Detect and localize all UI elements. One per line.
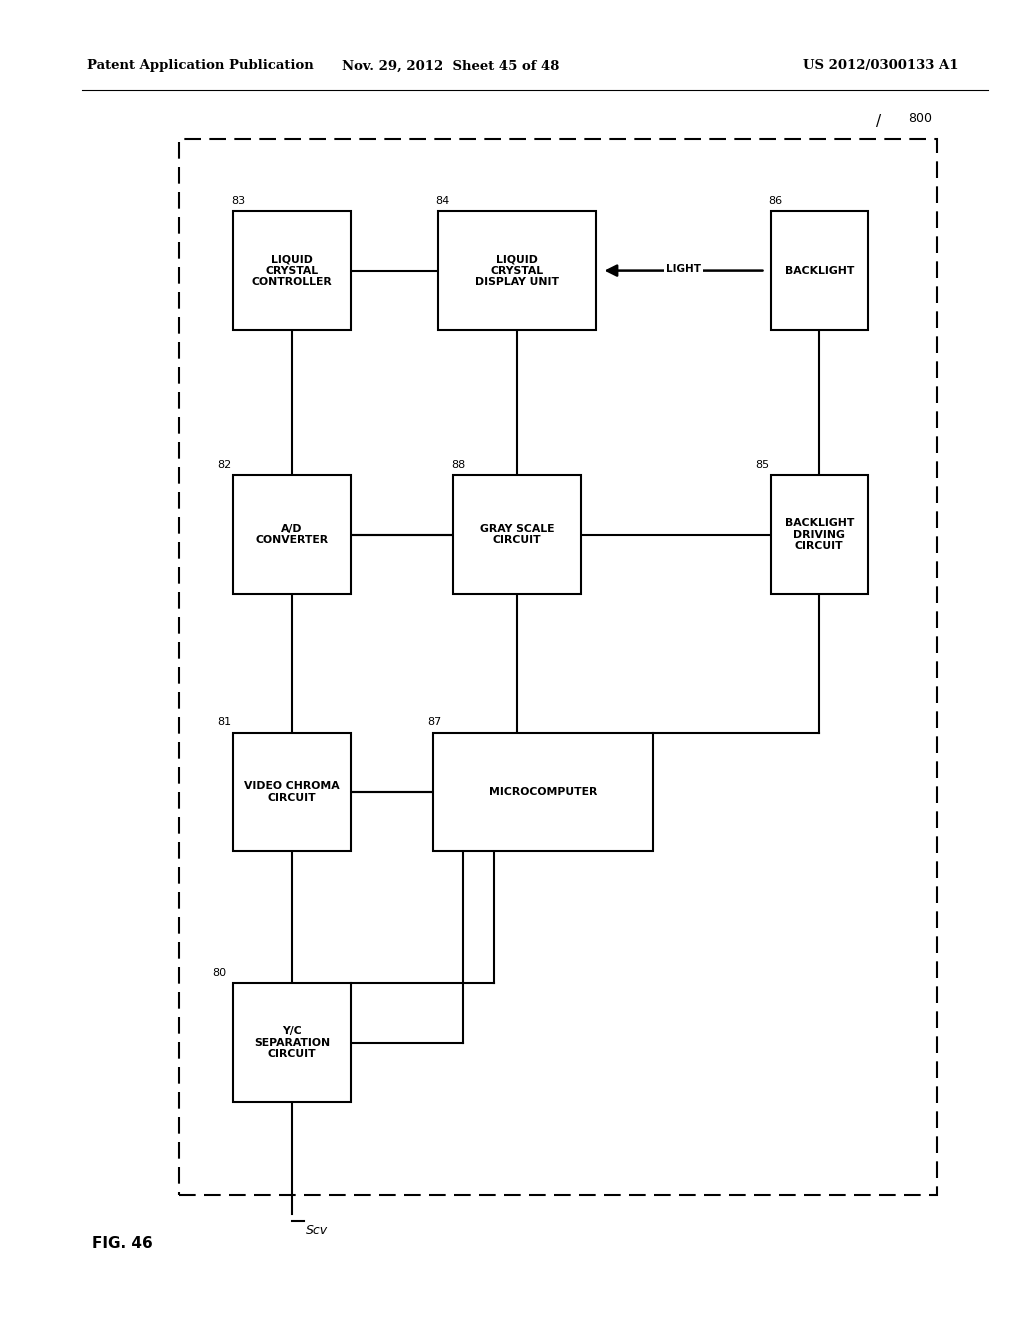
Text: MICROCOMPUTER: MICROCOMPUTER (488, 787, 597, 797)
Bar (232, 211, 350, 330)
Bar (232, 475, 350, 594)
Bar (771, 475, 868, 594)
Text: 85: 85 (756, 459, 769, 470)
Text: Y/C
SEPARATION
CIRCUIT: Y/C SEPARATION CIRCUIT (254, 1026, 330, 1060)
Text: Scv: Scv (306, 1224, 329, 1237)
Text: 88: 88 (451, 459, 465, 470)
Text: Nov. 29, 2012  Sheet 45 of 48: Nov. 29, 2012 Sheet 45 of 48 (342, 59, 559, 73)
Text: LIQUID
CRYSTAL
CONTROLLER: LIQUID CRYSTAL CONTROLLER (252, 253, 332, 288)
Text: BACKLIGHT: BACKLIGHT (784, 265, 854, 276)
Text: VIDEO CHROMA
CIRCUIT: VIDEO CHROMA CIRCUIT (244, 781, 340, 803)
Text: /: / (876, 115, 881, 129)
Text: 83: 83 (230, 195, 245, 206)
Text: US 2012/0300133 A1: US 2012/0300133 A1 (803, 59, 958, 73)
Text: 80: 80 (213, 968, 226, 978)
Bar (179, 139, 937, 1195)
Bar (433, 733, 653, 851)
Text: 800: 800 (908, 112, 932, 125)
Text: A/D
CONVERTER: A/D CONVERTER (255, 524, 329, 545)
Text: 87: 87 (428, 717, 441, 727)
Bar (232, 983, 350, 1102)
Bar (438, 211, 596, 330)
Bar (771, 211, 868, 330)
Text: FIG. 46: FIG. 46 (92, 1236, 153, 1251)
Text: 86: 86 (768, 195, 782, 206)
Text: BACKLIGHT
DRIVING
CIRCUIT: BACKLIGHT DRIVING CIRCUIT (784, 517, 854, 552)
Bar (232, 733, 350, 851)
Text: Patent Application Publication: Patent Application Publication (87, 59, 313, 73)
Text: LIGHT: LIGHT (666, 264, 701, 275)
Text: LIQUID
CRYSTAL
DISPLAY UNIT: LIQUID CRYSTAL DISPLAY UNIT (475, 253, 559, 288)
Text: 84: 84 (436, 195, 450, 206)
Bar (453, 475, 582, 594)
Text: GRAY SCALE
CIRCUIT: GRAY SCALE CIRCUIT (480, 524, 554, 545)
Text: 82: 82 (217, 459, 231, 470)
Text: 81: 81 (217, 717, 231, 727)
